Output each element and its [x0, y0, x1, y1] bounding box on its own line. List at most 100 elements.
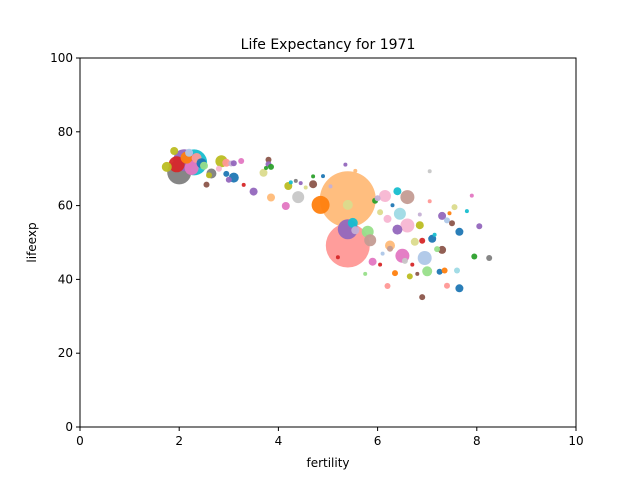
- data-point: [347, 217, 358, 228]
- data-point: [321, 174, 325, 179]
- data-point: [455, 284, 464, 293]
- data-point: [267, 193, 275, 202]
- x-tick-label: 0: [76, 434, 84, 448]
- data-point: [410, 237, 419, 246]
- data-point: [476, 223, 483, 230]
- data-point: [161, 161, 172, 172]
- y-tick-label: 20: [58, 346, 73, 360]
- y-tick-label: 40: [58, 272, 73, 286]
- data-point: [392, 224, 403, 235]
- x-axis-ticks: 0 2 4 6 8 10: [76, 427, 584, 448]
- data-point: [185, 148, 194, 157]
- data-point: [222, 158, 231, 167]
- data-point: [368, 257, 377, 266]
- data-point: [383, 214, 392, 223]
- data-point: [436, 268, 443, 275]
- data-point: [335, 255, 340, 260]
- data-point: [387, 245, 393, 252]
- y-tick-label: 0: [65, 420, 73, 434]
- data-point: [417, 212, 422, 217]
- chart-title: Life Expectancy for 1971: [241, 37, 416, 53]
- data-point: [432, 232, 437, 237]
- data-point: [406, 273, 413, 280]
- data-point: [447, 211, 452, 216]
- data-point: [374, 195, 381, 202]
- data-point: [200, 161, 208, 170]
- data-point: [410, 262, 415, 267]
- data-point: [422, 266, 433, 277]
- data-point: [401, 257, 408, 264]
- data-point: [415, 271, 420, 276]
- data-point: [427, 199, 432, 204]
- y-axis-ticks: 0 20 40 60 80 100: [50, 51, 80, 434]
- data-point: [223, 170, 230, 177]
- data-point: [449, 220, 455, 227]
- data-point: [444, 282, 450, 289]
- data-point: [264, 166, 268, 170]
- data-point: [206, 172, 212, 179]
- data-point: [434, 246, 441, 253]
- data-point: [393, 207, 406, 220]
- data-point: [390, 203, 395, 208]
- x-tick-label: 6: [374, 434, 382, 448]
- data-point: [363, 271, 368, 276]
- plot-frame: [79, 57, 577, 428]
- data-point: [309, 180, 318, 189]
- data-point: [215, 165, 222, 172]
- x-tick-label: 8: [473, 434, 481, 448]
- data-point: [419, 237, 426, 244]
- data-point: [400, 190, 415, 205]
- data-point: [328, 184, 333, 189]
- data-point: [438, 211, 447, 220]
- data-point: [249, 187, 258, 196]
- data-point: [419, 294, 426, 301]
- x-tick-label: 2: [175, 434, 183, 448]
- data-point: [469, 193, 474, 198]
- data-point: [259, 168, 268, 177]
- data-point: [168, 156, 185, 173]
- data-point: [486, 255, 493, 261]
- x-tick-label: 4: [275, 434, 283, 448]
- data-point: [451, 204, 458, 211]
- data-point: [268, 163, 274, 170]
- data-point: [428, 234, 437, 243]
- data-point: [241, 182, 246, 187]
- data-point: [203, 181, 210, 188]
- data-point: [377, 209, 384, 216]
- y-axis-label: lifeexp: [25, 222, 39, 262]
- data-point: [184, 161, 199, 175]
- data-point: [384, 283, 391, 289]
- data-point: [311, 195, 330, 214]
- data-point: [415, 221, 424, 230]
- data-point: [455, 227, 464, 236]
- data-point: [400, 218, 415, 233]
- data-point: [392, 270, 398, 277]
- data-point: [298, 181, 303, 186]
- data-point: [238, 158, 245, 164]
- data-point: [417, 251, 432, 265]
- data-point: [281, 202, 290, 210]
- data-point: [265, 156, 272, 163]
- data-point: [379, 190, 391, 202]
- data-point: [230, 160, 237, 167]
- data-point: [427, 169, 432, 174]
- x-axis-label: fertility: [306, 456, 349, 470]
- data-point: [353, 168, 358, 173]
- data-point: [343, 162, 348, 167]
- y-tick-label: 100: [50, 51, 73, 65]
- data-point: [364, 234, 377, 247]
- data-point: [454, 267, 460, 274]
- data-point: [311, 174, 316, 179]
- data-point: [444, 217, 450, 224]
- data-point: [471, 253, 478, 260]
- scatter-points: [161, 147, 493, 301]
- data-point: [393, 187, 402, 196]
- data-point: [351, 226, 360, 235]
- data-point: [293, 178, 298, 183]
- data-point: [441, 267, 448, 274]
- data-point: [380, 251, 385, 256]
- data-point: [292, 191, 305, 204]
- data-point: [378, 262, 383, 267]
- data-point: [438, 245, 447, 254]
